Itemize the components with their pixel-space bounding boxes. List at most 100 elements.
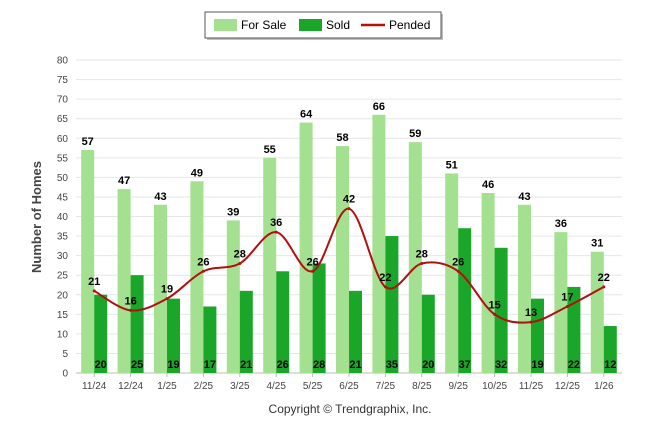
y-axis-title: Number of Homes	[29, 161, 44, 273]
x-tick-label: 1/26	[594, 381, 614, 392]
y-tick-label: 15	[57, 310, 69, 321]
label-sold: 17	[204, 359, 216, 371]
x-axis: 11/24 12/24 1/25 2/25 3/25 4/25 5/25 6/25 7/25 8/…	[82, 373, 614, 392]
bar-sold	[312, 263, 326, 373]
pended-point	[347, 207, 351, 211]
bar-sold	[458, 228, 472, 373]
bar-sold	[167, 298, 180, 373]
legend-label-sold: Sold	[326, 18, 350, 32]
label-pended: 19	[161, 284, 173, 296]
pended-point	[493, 312, 497, 316]
label-for-sale: 55	[264, 144, 276, 156]
label-sold: 22	[568, 359, 580, 371]
bar-sold	[94, 294, 108, 373]
label-pended: 15	[488, 299, 500, 311]
label-pended: 16	[124, 295, 136, 307]
legend-swatch-sold	[299, 19, 322, 31]
bar-for-sale	[117, 189, 131, 373]
label-for-sale: 43	[518, 191, 530, 203]
label-for-sale: 47	[118, 175, 130, 187]
x-tick-label: 11/24	[82, 381, 107, 392]
label-pended: 13	[525, 307, 537, 319]
label-pended: 42	[343, 194, 355, 206]
legend-box	[204, 11, 442, 39]
pended-point	[311, 269, 315, 273]
x-tick-label: 8/25	[412, 381, 432, 392]
label-pended: 22	[379, 272, 391, 284]
label-for-sale: 43	[154, 191, 166, 203]
x-tick-label: 7/25	[376, 381, 396, 392]
bar-for-sale	[263, 157, 277, 373]
bar-for-sale	[226, 220, 240, 373]
label-for-sale: 39	[227, 206, 239, 218]
x-tick-label: 10/25	[482, 381, 507, 392]
legend-label-for-sale: For Sale	[241, 18, 287, 32]
label-for-sale: 57	[82, 136, 94, 148]
bar-for-sale	[481, 193, 495, 373]
label-pended: 26	[452, 256, 464, 268]
bar-sold	[494, 247, 508, 373]
label-for-sale: 66	[373, 101, 385, 113]
bar-sold	[567, 286, 581, 373]
x-tick-label: 4/25	[266, 381, 286, 392]
bar-for-sale	[408, 142, 422, 373]
x-tick-label: 9/25	[448, 381, 468, 392]
pended-point	[129, 308, 133, 312]
label-for-sale: 31	[591, 238, 603, 250]
pended-point	[201, 269, 205, 273]
bar-sold	[239, 290, 253, 373]
label-for-sale: 51	[446, 159, 458, 171]
label-sold: 12	[604, 359, 616, 371]
bar-for-sale	[590, 251, 604, 373]
pended-point	[92, 289, 96, 293]
y-tick-label: 40	[57, 212, 69, 223]
pended-point	[420, 261, 424, 265]
y-tick-label: 25	[57, 271, 69, 282]
pended-point	[238, 261, 242, 265]
bar-for-sale	[518, 204, 531, 373]
bar-sold	[130, 275, 144, 373]
y-tick-label: 60	[57, 134, 69, 145]
label-sold: 19	[167, 359, 179, 371]
pended-line-group	[92, 207, 606, 324]
x-tick-label: 5/25	[303, 381, 323, 392]
y-tick-label: 65	[57, 114, 69, 125]
bar-sold	[603, 326, 617, 373]
pended-point	[565, 304, 569, 308]
label-pended: 36	[270, 217, 282, 229]
label-pended: 26	[306, 256, 318, 268]
x-tick-label: 1/25	[157, 381, 177, 392]
label-pended: 26	[197, 256, 209, 268]
y-tick-label: 80	[57, 56, 69, 67]
label-sold: 35	[386, 359, 398, 371]
y-tick-label: 50	[57, 173, 69, 184]
y-tick-label: 0	[62, 369, 68, 380]
label-pended: 28	[234, 248, 246, 260]
bar-sold	[531, 298, 544, 373]
label-for-sale: 58	[336, 132, 348, 144]
label-sold: 20	[422, 359, 434, 371]
label-sold: 19	[531, 359, 543, 371]
legend: For Sale Sold Pended	[204, 11, 443, 40]
label-for-sale: 59	[409, 128, 421, 140]
x-tick-label: 12/25	[555, 381, 580, 392]
bar-sold	[276, 271, 290, 373]
bar-for-sale	[554, 232, 568, 373]
label-sold: 32	[495, 359, 507, 371]
legend-swatch-for-sale	[214, 19, 237, 31]
x-tick-label: 2/25	[194, 381, 214, 392]
y-tick-label: 75	[57, 75, 69, 86]
bar-for-sale	[299, 122, 313, 373]
label-sold: 21	[240, 359, 252, 371]
y-tick-label: 70	[57, 95, 69, 106]
label-sold: 21	[349, 359, 361, 371]
x-tick-label: 6/25	[339, 381, 359, 392]
label-pended: 22	[598, 272, 610, 284]
y-tick-label: 20	[57, 290, 69, 301]
label-sold: 37	[459, 359, 471, 371]
bar-sold	[421, 294, 435, 373]
y-axis: 0 5 10 15 20 25 30 35 40 45 50 55 60 65 70 75 80	[57, 56, 69, 380]
bar-sold	[203, 306, 217, 373]
label-pended: 28	[416, 248, 428, 260]
